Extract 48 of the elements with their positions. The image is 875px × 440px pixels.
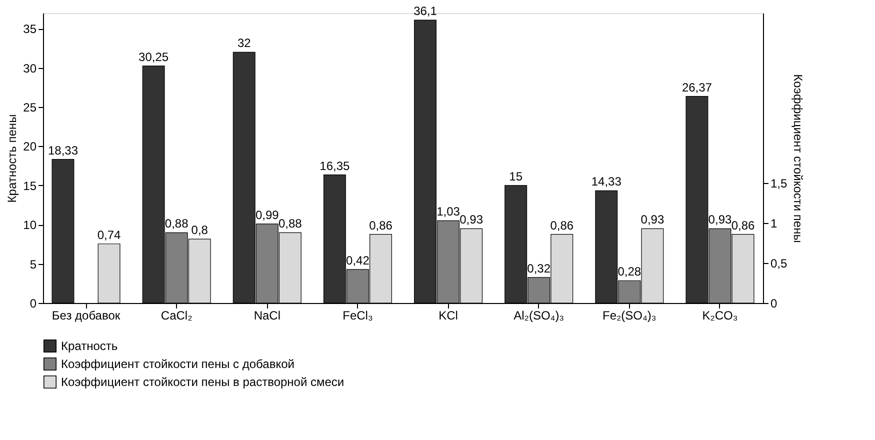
- x-tick-label: Fe₂(SO₄)₃: [602, 308, 656, 322]
- data-label: 32: [237, 36, 252, 50]
- data-label: 0,88: [278, 216, 302, 231]
- y-tick-label: 25: [23, 100, 37, 115]
- y2-tick-label: 0,5: [770, 256, 788, 271]
- y-tick-label: 35: [23, 22, 37, 36]
- data-label: 0,28: [618, 264, 642, 279]
- data-label: 0,93: [640, 212, 664, 227]
- y-tick-label: 5: [30, 257, 37, 272]
- data-label: 0,86: [369, 218, 393, 232]
- x-tick-label: NaCl: [254, 308, 280, 322]
- y-tick-label: 20: [23, 140, 37, 154]
- x-tick-label: K₂CO₃: [702, 308, 738, 322]
- data-label: 0,99: [255, 208, 280, 222]
- y-tick-label: 30: [23, 61, 37, 76]
- data-label: 16,35: [320, 158, 350, 173]
- x-tick-label: FeCl₃: [342, 308, 373, 322]
- data-label: 26,37: [682, 80, 712, 94]
- data-label: 0,74: [97, 228, 122, 242]
- y-tick-label: 15: [23, 178, 37, 193]
- legend-label: Коэффициент стойкости пены в растворной смеси: [61, 375, 344, 389]
- data-label: 1,03: [436, 204, 460, 219]
- data-label: 0,86: [550, 218, 574, 232]
- x-tick-label: Al₂(SO₄)₃: [514, 308, 564, 322]
- x-tick-label: CaCl₂: [160, 308, 193, 322]
- legend-label: Коэффициент стойкости пены с добавкой: [61, 357, 294, 371]
- data-label: 0,86: [731, 218, 756, 232]
- data-label: 0,93: [460, 212, 484, 227]
- legend-label: Кратность: [61, 339, 118, 353]
- x-tick-label: KCl: [438, 308, 458, 322]
- y2-tick-label: 1: [770, 216, 778, 231]
- y2-axis-title: Коэффициент стойкости пены: [791, 74, 806, 243]
- data-label: 0,32: [527, 261, 551, 276]
- data-label: 0,8: [191, 223, 208, 238]
- data-label: 0,42: [346, 253, 370, 268]
- x-tick-label: Без добавок: [52, 308, 121, 322]
- y-tick-label: 0: [30, 296, 37, 310]
- data-label: 0,93: [708, 212, 732, 227]
- data-label: 14,33: [591, 174, 622, 189]
- data-label: 30,25: [138, 50, 169, 64]
- data-label: 15: [509, 169, 523, 184]
- data-label: 0,88: [164, 216, 189, 231]
- data-label: 18,33: [48, 143, 78, 158]
- data-label: 36,1: [414, 4, 438, 18]
- y-axis-title: Кратность пены: [5, 114, 20, 203]
- y-tick-label: 10: [23, 218, 37, 232]
- y2-tick-label: 1,5: [770, 176, 788, 191]
- y2-tick-label: 0: [770, 296, 778, 310]
